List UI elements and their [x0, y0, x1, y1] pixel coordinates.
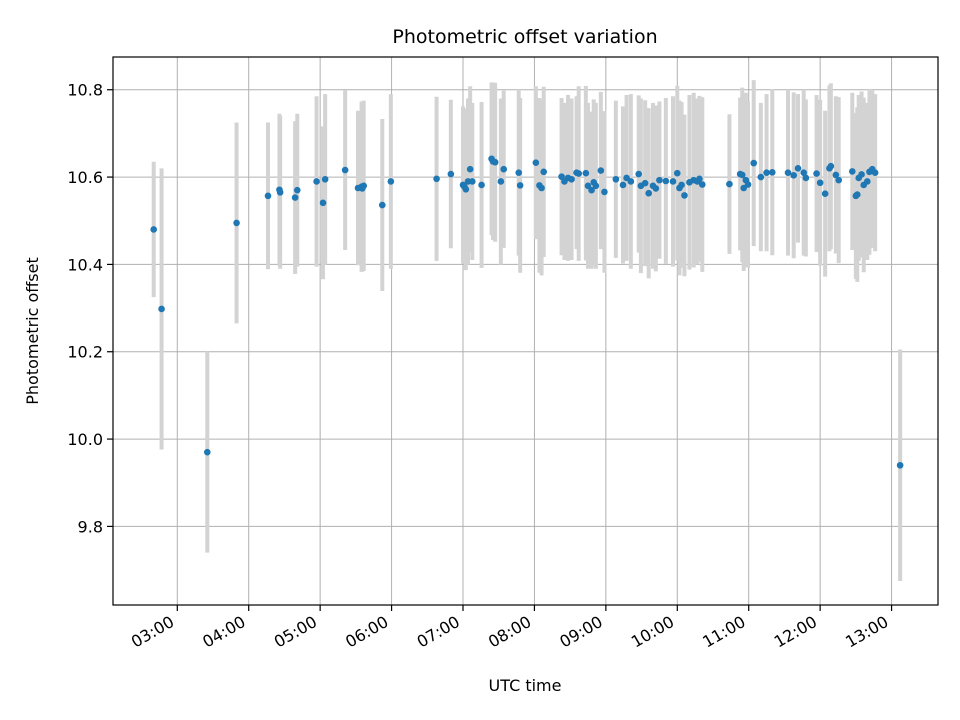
data-point: [447, 170, 455, 178]
data-point: [264, 192, 272, 200]
data-point: [538, 184, 545, 192]
data-point: [588, 186, 595, 194]
chart-title: Photometric offset variation: [392, 26, 657, 48]
data-point: [468, 178, 476, 185]
plot-frame: [112, 56, 939, 606]
data-point: [645, 189, 653, 197]
y-tick-label: 10.2: [67, 343, 103, 362]
y-tick-label: 10.6: [67, 168, 103, 187]
data-point: [738, 171, 746, 179]
data-point: [853, 191, 861, 198]
data-point: [619, 181, 627, 189]
data-point: [757, 173, 765, 181]
data-point: [462, 186, 470, 193]
data-point: [233, 219, 240, 227]
data-point: [698, 181, 706, 188]
data-point: [832, 171, 840, 179]
data-point: [321, 175, 329, 183]
data-point: [662, 177, 670, 185]
data-point: [540, 168, 548, 176]
data-point: [612, 175, 620, 183]
data-point: [532, 159, 540, 166]
data-point: [466, 165, 474, 173]
data-point: [802, 174, 810, 182]
data-point: [784, 169, 792, 177]
data-point: [673, 169, 681, 177]
data-point: [652, 185, 660, 192]
data-point: [627, 178, 635, 185]
data-point: [491, 158, 499, 166]
data-point: [827, 162, 835, 170]
data-point: [313, 178, 320, 185]
plot-background: [113, 57, 938, 605]
data-point: [592, 182, 600, 190]
data-point: [568, 175, 575, 183]
data-point: [276, 189, 284, 196]
data-point: [835, 176, 843, 184]
data-point: [378, 201, 386, 209]
data-point: [558, 173, 565, 180]
data-point: [293, 186, 301, 194]
data-point: [678, 181, 685, 189]
data-point: [291, 194, 299, 201]
data-point: [768, 168, 776, 176]
data-point: [203, 448, 211, 456]
plot-area: 03:00 04:00 05:00 06:00 07:00 08:00 09:00 10:00…: [67, 56, 939, 652]
data-point: [763, 169, 770, 177]
data-point: [863, 178, 871, 185]
data-point: [515, 169, 523, 177]
y-tick-label: 10.4: [67, 255, 103, 274]
data-point: [813, 170, 820, 177]
data-point: [341, 166, 349, 174]
data-point: [896, 461, 904, 469]
data-point: [635, 170, 643, 178]
y-tick-label: 9.8: [78, 517, 103, 536]
data-point: [433, 175, 440, 183]
data-point: [150, 226, 158, 233]
data-point: [497, 178, 505, 185]
y-axis-title: Photometric offset: [23, 257, 42, 405]
y-tick-label: 10.8: [67, 81, 103, 100]
data-point: [800, 169, 808, 177]
data-point: [601, 188, 608, 196]
data-point: [744, 181, 752, 188]
data-point: [816, 179, 824, 187]
data-point: [726, 180, 733, 188]
data-point: [597, 167, 605, 174]
data-point: [656, 176, 663, 184]
data-point: [858, 171, 865, 178]
data-point: [681, 192, 688, 199]
y-axis: 9.8 10.0 10.2 10.4 10.6 10.8: [67, 81, 113, 536]
data-point: [516, 182, 524, 189]
data-point: [794, 165, 802, 172]
data-points: [150, 155, 904, 469]
data-point: [871, 169, 879, 177]
data-point: [582, 169, 590, 177]
data-point: [319, 199, 327, 207]
data-point: [500, 165, 508, 173]
data-point: [158, 305, 165, 313]
data-point: [387, 178, 395, 185]
data-point: [790, 172, 798, 179]
data-point: [478, 181, 485, 189]
data-point: [584, 182, 592, 190]
data-point: [821, 190, 829, 197]
y-tick-label: 10.0: [67, 430, 103, 449]
data-point: [641, 179, 649, 187]
data-point: [750, 159, 758, 167]
data-point: [669, 178, 677, 185]
data-point: [360, 182, 368, 190]
data-point: [696, 175, 703, 183]
data-point: [575, 170, 583, 177]
data-point: [848, 168, 856, 175]
x-axis-title: UTC time: [489, 676, 562, 695]
